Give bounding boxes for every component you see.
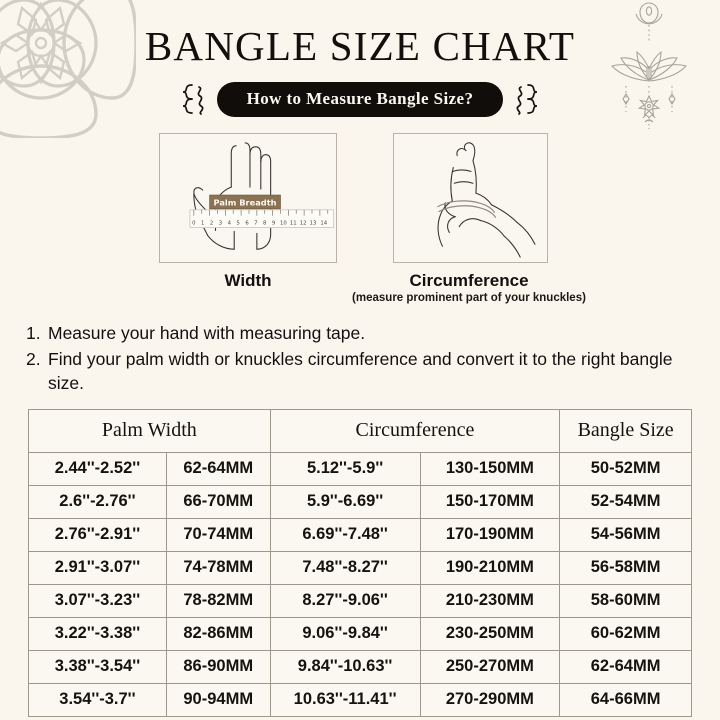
palm-breadth-label: Palm Breadth bbox=[214, 197, 277, 207]
table-cell: 62-64MM bbox=[559, 650, 692, 685]
table-cell: 150-170MM bbox=[419, 485, 561, 520]
svg-text:13: 13 bbox=[310, 221, 317, 227]
instruction-number: 2. bbox=[26, 349, 41, 370]
figure-width-caption: Width bbox=[224, 271, 272, 290]
instruction-text: Measure your hand with measuring tape. bbox=[48, 323, 366, 343]
svg-text:0: 0 bbox=[192, 221, 196, 227]
table-cell: 2.91''-3.07'' bbox=[28, 551, 167, 586]
column-header-palm-width: Palm Width bbox=[28, 409, 271, 454]
svg-text:6: 6 bbox=[245, 221, 249, 227]
svg-text:1: 1 bbox=[201, 221, 204, 227]
table-cell: 58-60MM bbox=[559, 584, 692, 619]
how-to-measure-badge-row: How to Measure Bangle Size? bbox=[0, 81, 720, 117]
table-row: 3.07''-3.23'' 78-82MM 8.27''-9.06'' 210-230… bbox=[28, 584, 692, 619]
table-cell: 3.54''-3.7'' bbox=[28, 683, 167, 718]
table-cell: 50-52MM bbox=[559, 452, 692, 487]
table-header-row: Palm Width Circumference Bangle Size bbox=[28, 409, 692, 454]
table-cell: 8.27''-9.06'' bbox=[269, 584, 421, 619]
table-cell: 74-78MM bbox=[165, 551, 271, 586]
how-to-measure-badge: How to Measure Bangle Size? bbox=[216, 81, 504, 117]
table-cell: 86-90MM bbox=[165, 650, 271, 685]
table-cell: 130-150MM bbox=[419, 452, 561, 487]
table-cell: 78-82MM bbox=[165, 584, 271, 619]
bangle-size-table: Palm Width Circumference Bangle Size 2.4… bbox=[28, 409, 692, 718]
table-cell: 54-56MM bbox=[559, 518, 692, 553]
table-cell: 70-74MM bbox=[165, 518, 271, 553]
svg-text:3: 3 bbox=[219, 221, 222, 227]
table-cell: 2.44''-2.52'' bbox=[28, 452, 167, 487]
svg-text:2: 2 bbox=[210, 221, 213, 227]
page-title: BANGLE SIZE CHART bbox=[144, 23, 576, 69]
figure-circumference-subcaption: (measure prominent part of your knuckles… bbox=[352, 292, 586, 304]
instruction-text: Find your palm width or knuckles circumf… bbox=[48, 349, 673, 393]
svg-text:4: 4 bbox=[228, 221, 232, 227]
circumference-illustration-frame bbox=[392, 133, 548, 263]
instruction-item: 1. Measure your hand with measuring tape… bbox=[26, 322, 686, 345]
table-cell: 5.12''-5.9'' bbox=[269, 452, 421, 487]
table-cell: 7.48''-8.27'' bbox=[269, 551, 421, 586]
table-row: 2.91''-3.07'' 74-78MM 7.48''-8.27'' 190-210… bbox=[28, 551, 692, 586]
flourish-left-icon bbox=[182, 84, 204, 115]
column-header-circumference: Circumference bbox=[269, 409, 561, 454]
table-row: 2.76''-2.91'' 70-74MM 6.69''-7.48'' 170-190… bbox=[28, 518, 692, 553]
svg-text:8: 8 bbox=[263, 221, 267, 227]
table-cell: 62-64MM bbox=[165, 452, 271, 487]
instruction-number: 1. bbox=[26, 323, 41, 343]
svg-text:7: 7 bbox=[254, 221, 257, 227]
svg-text:10: 10 bbox=[280, 221, 287, 227]
table-cell: 210-230MM bbox=[419, 584, 561, 619]
table-cell: 64-66MM bbox=[559, 683, 692, 718]
hand-knuckles-tape-illustration bbox=[436, 142, 536, 258]
table-cell: 3.07''-3.23'' bbox=[28, 584, 167, 619]
table-cell: 190-210MM bbox=[419, 551, 561, 586]
instruction-item: 2. Find your palm width or knuckles circ… bbox=[26, 348, 686, 395]
table-cell: 9.84''-10.63'' bbox=[269, 650, 421, 685]
figure-circumference: Circumference (measure prominent part of… bbox=[352, 133, 586, 304]
table-row: 2.6''-2.76'' 66-70MM 5.9''-6.69'' 150-170MM… bbox=[28, 485, 692, 520]
table-row: 3.54''-3.7'' 90-94MM 10.63''-11.41'' 270-29… bbox=[28, 683, 692, 718]
table-cell: 2.76''-2.91'' bbox=[28, 518, 167, 553]
table-cell: 82-86MM bbox=[165, 617, 271, 652]
figure-circumference-caption: Circumference bbox=[409, 271, 529, 290]
table-cell: 250-270MM bbox=[419, 650, 561, 685]
column-header-bangle-size: Bangle Size bbox=[559, 409, 692, 454]
svg-text:5: 5 bbox=[236, 221, 239, 227]
table-cell: 170-190MM bbox=[419, 518, 561, 553]
table-cell: 52-54MM bbox=[559, 485, 692, 520]
table-cell: 66-70MM bbox=[165, 485, 271, 520]
table-cell: 10.63''-11.41'' bbox=[269, 683, 421, 718]
table-row: 2.44''-2.52'' 62-64MM 5.12''-5.9'' 130-150M… bbox=[28, 452, 692, 487]
table-row: 3.22''-3.38'' 82-86MM 9.06''-9.84'' 230-250… bbox=[28, 617, 692, 652]
svg-text:9: 9 bbox=[272, 221, 275, 227]
table-cell: 3.38''-3.54'' bbox=[28, 650, 167, 685]
svg-text:11: 11 bbox=[290, 221, 297, 227]
table-cell: 2.6''-2.76'' bbox=[28, 485, 167, 520]
table-cell: 230-250MM bbox=[419, 617, 561, 652]
instructions-list: 1. Measure your hand with measuring tape… bbox=[26, 322, 686, 395]
flourish-right-icon bbox=[516, 84, 538, 115]
table-cell: 270-290MM bbox=[419, 683, 561, 718]
svg-text:12: 12 bbox=[300, 221, 307, 227]
table-cell: 90-94MM bbox=[165, 683, 271, 718]
table-cell: 60-62MM bbox=[559, 617, 692, 652]
table-body: 2.44''-2.52'' 62-64MM 5.12''-5.9'' 130-150M… bbox=[28, 452, 692, 718]
table-cell: 5.9''-6.69'' bbox=[269, 485, 421, 520]
table-cell: 56-58MM bbox=[559, 551, 692, 586]
table-row: 3.38''-3.54'' 86-90MM 9.84''-10.63'' 250-27… bbox=[28, 650, 692, 685]
svg-text:14: 14 bbox=[320, 221, 327, 227]
table-cell: 6.69''-7.48'' bbox=[269, 518, 421, 553]
table-cell: 9.06''-9.84'' bbox=[269, 617, 421, 652]
table-cell: 3.22''-3.38'' bbox=[28, 617, 167, 652]
